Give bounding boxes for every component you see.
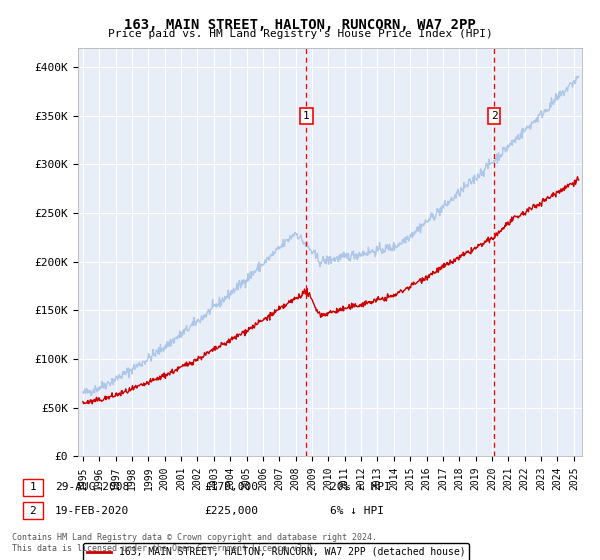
Text: Price paid vs. HM Land Registry's House Price Index (HPI): Price paid vs. HM Land Registry's House … <box>107 29 493 39</box>
Text: 6% ↓ HPI: 6% ↓ HPI <box>330 506 384 516</box>
Text: £170,000: £170,000 <box>204 482 258 492</box>
Text: 163, MAIN STREET, HALTON, RUNCORN, WA7 2PP: 163, MAIN STREET, HALTON, RUNCORN, WA7 2… <box>124 18 476 32</box>
Text: 1: 1 <box>303 111 310 121</box>
Text: 1: 1 <box>29 482 37 492</box>
Text: £225,000: £225,000 <box>204 506 258 516</box>
Text: 20% ↓ HPI: 20% ↓ HPI <box>330 482 391 492</box>
Legend: 163, MAIN STREET, HALTON, RUNCORN, WA7 2PP (detached house), HPI: Average price,: 163, MAIN STREET, HALTON, RUNCORN, WA7 2… <box>83 543 469 560</box>
Text: 29-AUG-2008: 29-AUG-2008 <box>55 482 130 492</box>
Text: 2: 2 <box>491 111 497 121</box>
Text: 2: 2 <box>29 506 37 516</box>
Text: Contains HM Land Registry data © Crown copyright and database right 2024.
This d: Contains HM Land Registry data © Crown c… <box>12 533 377 553</box>
Text: 19-FEB-2020: 19-FEB-2020 <box>55 506 130 516</box>
